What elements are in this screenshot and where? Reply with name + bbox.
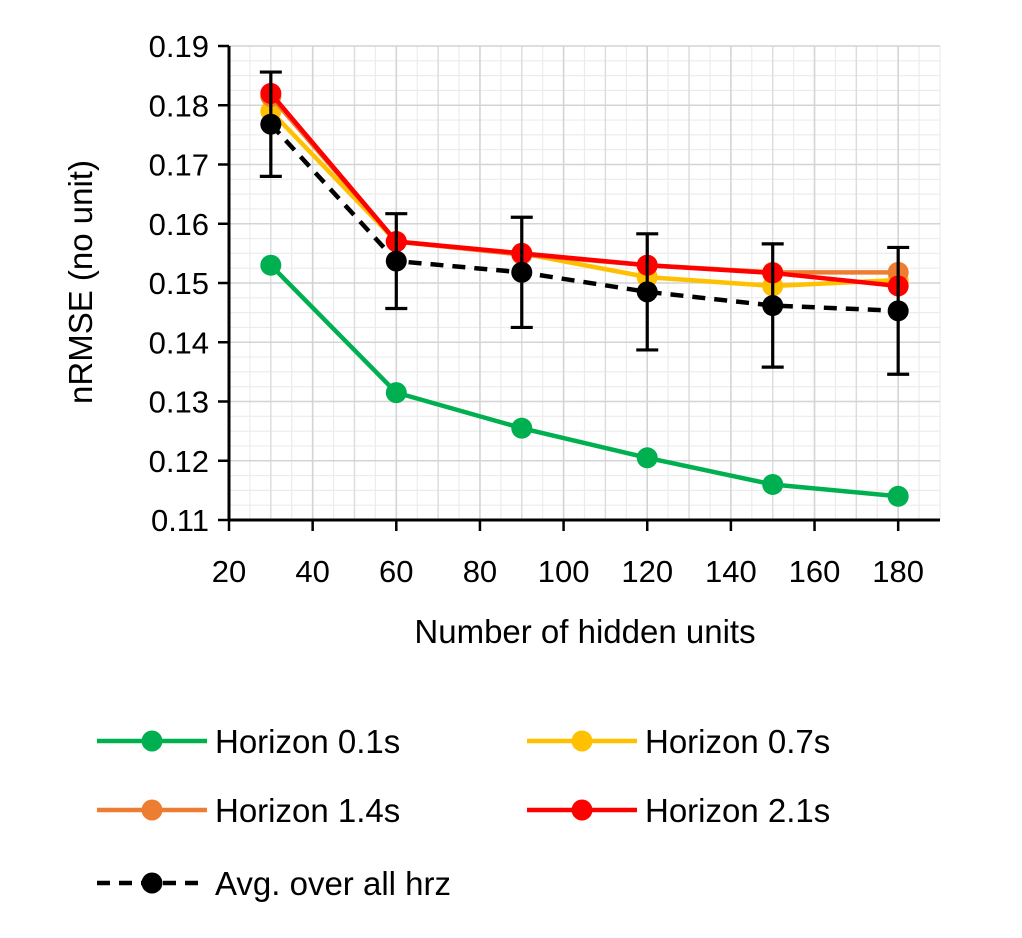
x-tick-label: 60	[379, 554, 413, 589]
x-tick-label: 100	[538, 554, 590, 589]
data-point	[762, 295, 784, 317]
series-line	[269, 91, 899, 289]
data-point	[385, 382, 407, 404]
legend-swatch-marker	[141, 872, 163, 894]
legend-label: Horizon 0.7s	[645, 723, 830, 760]
y-tick-label: 0.12	[149, 444, 209, 479]
tick-labels: 0.11 0.12 0.13 0.14 0.15 0.16 0.17 0.18 0.19 20 40…	[149, 29, 924, 589]
data-point	[636, 281, 658, 303]
data-point	[385, 250, 407, 272]
legend-swatch-marker	[141, 799, 163, 821]
data-point	[260, 254, 282, 276]
legend-item: Horizon 0.1s	[97, 723, 400, 760]
series-group	[259, 70, 910, 507]
y-tick-label: 0.11	[151, 503, 209, 538]
x-tick-label: 160	[789, 554, 841, 589]
data-point	[887, 485, 909, 507]
x-tick-label: 180	[872, 554, 924, 589]
x-tick-label: 20	[212, 554, 246, 589]
series-avg-over-all-hrz	[259, 70, 910, 376]
series-horizon-0-1s	[260, 254, 909, 507]
data-point	[511, 261, 533, 283]
y-tick-label: 0.19	[149, 29, 209, 64]
legend-item: Horizon 1.4s	[97, 792, 400, 829]
y-tick-label: 0.16	[149, 207, 209, 242]
y-axis-title: nRMSE (no unit)	[62, 160, 99, 404]
legend-label: Avg. over all hrz	[215, 865, 451, 902]
x-tick-label: 120	[621, 554, 673, 589]
y-tick-label: 0.14	[149, 325, 209, 360]
legend: Horizon 0.1s Horizon 0.7s Horizon 1.4s Hori…	[97, 723, 830, 902]
legend-label: Horizon 0.1s	[215, 723, 400, 760]
data-point	[511, 417, 533, 439]
legend-item: Avg. over all hrz	[97, 865, 451, 902]
y-tick-label: 0.17	[149, 148, 209, 183]
y-tick-label: 0.13	[149, 385, 209, 420]
data-point	[762, 473, 784, 495]
x-axis-title: Number of hidden units	[414, 613, 755, 650]
y-tick-label: 0.15	[149, 266, 209, 301]
legend-swatch-marker	[141, 730, 163, 752]
legend-swatch-marker	[571, 799, 593, 821]
x-tick-label: 40	[295, 554, 329, 589]
legend-label: Horizon 2.1s	[645, 792, 830, 829]
data-point	[260, 113, 282, 135]
series-line	[269, 122, 899, 314]
x-tick-label: 80	[463, 554, 497, 589]
legend-item: Horizon 0.7s	[527, 723, 830, 760]
axes	[218, 44, 940, 531]
legend-label: Horizon 1.4s	[215, 792, 400, 829]
series-line	[269, 263, 899, 499]
legend-item: Horizon 2.1s	[527, 792, 830, 829]
data-point	[636, 447, 658, 469]
y-tick-label: 0.18	[149, 88, 209, 123]
legend-swatch-marker	[571, 730, 593, 752]
data-point	[887, 300, 909, 322]
x-tick-label: 140	[705, 554, 757, 589]
